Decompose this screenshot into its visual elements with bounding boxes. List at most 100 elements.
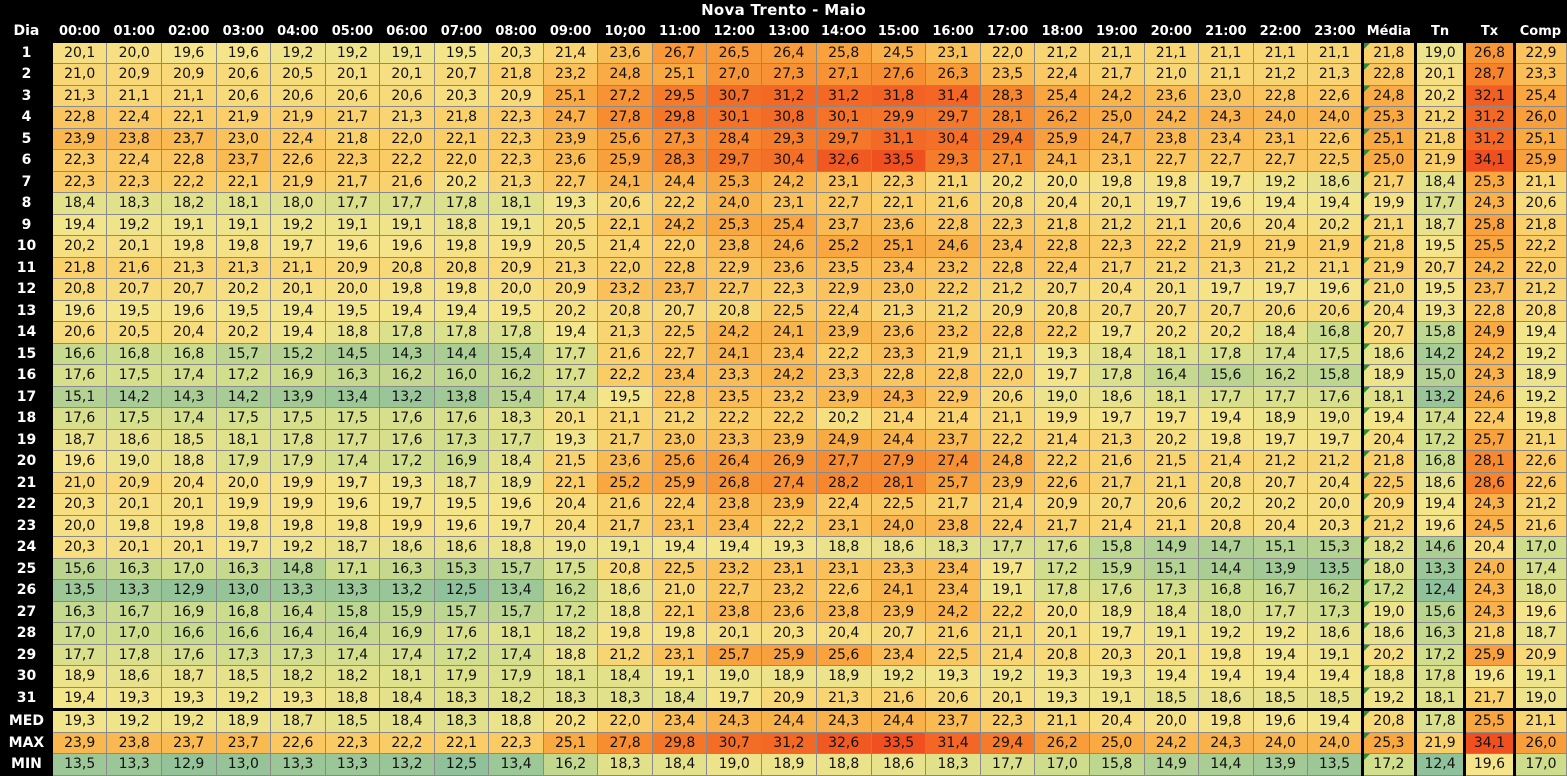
temperature-cell[interactable]: 19,2 [270, 536, 326, 559]
temperature-cell[interactable]: 24,0 [1252, 106, 1309, 129]
temperature-cell[interactable]: 22,2 [379, 149, 435, 172]
temperature-cell[interactable]: 20,1 [270, 278, 326, 301]
temperature-cell[interactable]: 23,4 [925, 579, 981, 602]
temperature-cell[interactable]: 19,7 [324, 471, 381, 494]
temperature-cell[interactable]: 24,8 [979, 450, 1036, 473]
tn-cell[interactable]: 18,4 [1414, 170, 1466, 193]
temperature-cell[interactable]: 23,9 [761, 428, 817, 451]
tx-cell[interactable]: 28,6 [1463, 471, 1515, 494]
temperature-cell[interactable]: 20,3 [1088, 643, 1145, 666]
temperature-cell[interactable]: 22,5 [925, 643, 981, 666]
temperature-cell[interactable]: 20,7 [106, 278, 162, 301]
comp-cell[interactable]: 21,1 [1512, 428, 1567, 451]
temperature-cell[interactable]: 21,7 [1088, 256, 1145, 279]
temperature-cell[interactable]: 20,9 [160, 63, 217, 86]
temperature-cell[interactable]: 19,9 [215, 493, 272, 516]
temperature-cell[interactable]: 23,9 [815, 321, 872, 344]
tx-cell[interactable]: 25,5 [1463, 235, 1515, 258]
tx-cell[interactable]: 24,3 [1463, 364, 1515, 387]
temperature-cell[interactable]: 26,4 [706, 450, 762, 473]
temperature-cell[interactable]: 18,3 [597, 686, 653, 710]
media-cell[interactable]: 19,4 [1360, 407, 1417, 430]
media-cell[interactable]: 20,7 [1360, 321, 1417, 344]
temperature-cell[interactable]: 20,0 [1307, 493, 1363, 516]
temperature-cell[interactable]: 21,1 [1307, 41, 1363, 64]
temperature-cell[interactable]: 18,6 [1198, 686, 1254, 710]
temperature-cell[interactable]: 23,8 [1143, 127, 1200, 150]
temperature-cell[interactable]: 19,0 [1307, 407, 1363, 430]
temperature-cell[interactable]: 23,3 [870, 557, 927, 580]
temperature-cell[interactable]: 21,7 [324, 170, 381, 193]
temperature-cell[interactable]: 18,8 [324, 321, 381, 344]
temperature-cell[interactable]: 21,9 [1252, 235, 1309, 258]
temperature-cell[interactable]: 18,4 [379, 708, 435, 733]
temperature-cell[interactable]: 15,7 [433, 600, 490, 623]
temperature-cell[interactable]: 17,4 [324, 450, 381, 473]
temperature-cell[interactable]: 29,4 [979, 127, 1036, 150]
temperature-cell[interactable]: 19,9 [379, 514, 435, 537]
temperature-cell[interactable]: 20,0 [324, 278, 381, 301]
temperature-cell[interactable]: 19,7 [1198, 170, 1254, 193]
temperature-cell[interactable]: 18,9 [815, 665, 872, 688]
temperature-cell[interactable]: 17,2 [379, 450, 435, 473]
temperature-cell[interactable]: 23,3 [815, 364, 872, 387]
temperature-cell[interactable]: 21,7 [925, 493, 981, 516]
temperature-cell[interactable]: 17,4 [160, 407, 217, 430]
temperature-cell[interactable]: 19,4 [706, 536, 762, 559]
temperature-cell[interactable]: 19,1 [160, 213, 217, 236]
temperature-cell[interactable]: 19,8 [215, 514, 272, 537]
temperature-cell[interactable]: 30,7 [706, 84, 762, 107]
temperature-cell[interactable]: 18,7 [324, 536, 381, 559]
comp-cell[interactable]: 20,6 [1512, 192, 1567, 215]
temperature-cell[interactable]: 29,7 [706, 149, 762, 172]
temperature-cell[interactable]: 21,1 [979, 622, 1036, 645]
temperature-cell[interactable]: 21,3 [379, 106, 435, 129]
temperature-cell[interactable]: 17,8 [433, 321, 490, 344]
temperature-cell[interactable]: 20,9 [324, 256, 381, 279]
temperature-cell[interactable]: 21,5 [1143, 450, 1200, 473]
temperature-cell[interactable]: 21,3 [815, 686, 872, 710]
temperature-cell[interactable]: 20,4 [815, 622, 872, 645]
temperature-cell[interactable]: 29,8 [651, 106, 708, 129]
temperature-cell[interactable]: 19,1 [379, 213, 435, 236]
temperature-cell[interactable]: 19,7 [488, 514, 544, 537]
temperature-cell[interactable]: 15,6 [1198, 364, 1254, 387]
temperature-cell[interactable]: 25,9 [761, 643, 817, 666]
temperature-cell[interactable]: 21,3 [51, 84, 108, 107]
temperature-cell[interactable]: 28,1 [870, 471, 927, 494]
temperature-cell[interactable]: 28,2 [815, 471, 872, 494]
temperature-cell[interactable]: 23,7 [925, 708, 981, 733]
temperature-cell[interactable]: 26,2 [1034, 731, 1090, 754]
temperature-cell[interactable]: 24,1 [870, 579, 927, 602]
temperature-cell[interactable]: 22,7 [815, 192, 872, 215]
temperature-cell[interactable]: 14,7 [1198, 536, 1254, 559]
temperature-cell[interactable]: 18,7 [160, 665, 217, 688]
temperature-cell[interactable]: 25,7 [706, 643, 762, 666]
temperature-cell[interactable]: 22,6 [1034, 471, 1090, 494]
temperature-cell[interactable]: 15,6 [51, 557, 108, 580]
temperature-cell[interactable]: 22,8 [925, 213, 981, 236]
temperature-cell[interactable]: 25,1 [651, 63, 708, 86]
temperature-cell[interactable]: 22,2 [925, 278, 981, 301]
temperature-cell[interactable]: 21,7 [1088, 471, 1145, 494]
temperature-cell[interactable]: 22,0 [597, 708, 653, 733]
temperature-cell[interactable]: 19,2 [1252, 170, 1309, 193]
temperature-cell[interactable]: 19,6 [433, 514, 490, 537]
temperature-cell[interactable]: 24,2 [1143, 106, 1200, 129]
temperature-cell[interactable]: 22,2 [160, 170, 217, 193]
temperature-cell[interactable]: 17,5 [270, 407, 326, 430]
temperature-cell[interactable]: 20,8 [1198, 471, 1254, 494]
temperature-cell[interactable]: 13,3 [270, 579, 326, 602]
temperature-cell[interactable]: 14,2 [106, 385, 162, 408]
media-cell[interactable]: 21,2 [1360, 514, 1417, 537]
temperature-cell[interactable]: 32,6 [815, 149, 872, 172]
temperature-cell[interactable]: 21,0 [51, 63, 108, 86]
temperature-cell[interactable]: 17,9 [433, 665, 490, 688]
temperature-cell[interactable]: 20,6 [979, 385, 1036, 408]
temperature-cell[interactable]: 20,2 [815, 407, 872, 430]
temperature-cell[interactable]: 30,4 [761, 149, 817, 172]
temperature-cell[interactable]: 19,1 [215, 213, 272, 236]
temperature-cell[interactable]: 21,1 [1143, 471, 1200, 494]
temperature-cell[interactable]: 22,3 [488, 106, 544, 129]
temperature-cell[interactable]: 24,4 [651, 170, 708, 193]
